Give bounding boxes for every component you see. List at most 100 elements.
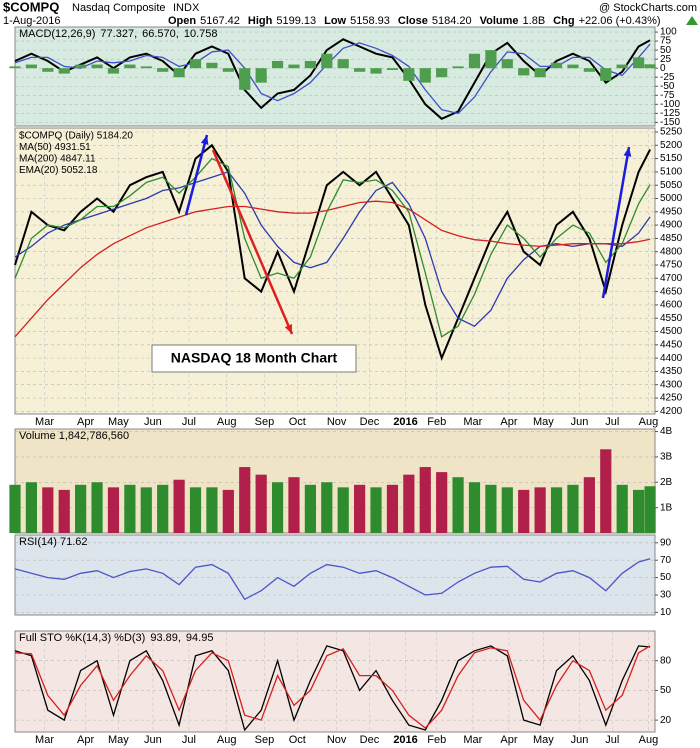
bar bbox=[91, 64, 103, 69]
y-tick-label: 20 bbox=[660, 715, 672, 726]
bar bbox=[337, 487, 349, 533]
x-tick-label: Aug bbox=[639, 416, 659, 428]
x-tick-label: Sep bbox=[255, 416, 275, 428]
legend-entry: 94.95 bbox=[186, 632, 214, 644]
y-tick-label: 4600 bbox=[660, 300, 683, 311]
bar bbox=[222, 68, 234, 72]
bar bbox=[436, 68, 448, 78]
y-tick-label: 4650 bbox=[660, 286, 683, 297]
index-name: Nasdaq Composite bbox=[72, 2, 166, 14]
y-tick-label: 30 bbox=[660, 590, 672, 601]
y-tick-label: 80 bbox=[660, 655, 672, 666]
bar bbox=[403, 68, 415, 81]
x-tick-label: 2016 bbox=[393, 416, 417, 428]
bar bbox=[271, 482, 284, 533]
y-tick-label: 4550 bbox=[660, 313, 683, 324]
bar bbox=[206, 487, 218, 533]
bar bbox=[255, 474, 267, 533]
quote-label: Low bbox=[324, 15, 346, 27]
quote-label: High bbox=[248, 15, 273, 27]
x-tick-label: Jun bbox=[144, 734, 162, 746]
line bbox=[14, 38, 651, 120]
quote-value: +22.06 (+0.43%) bbox=[579, 15, 661, 27]
x-tick-label: Jun bbox=[571, 416, 589, 428]
line bbox=[14, 200, 651, 338]
y-tick-label: 0 bbox=[660, 63, 666, 74]
bar bbox=[321, 53, 333, 69]
y-tick-label: 4900 bbox=[660, 220, 683, 231]
y-tick-label: 4300 bbox=[660, 379, 683, 390]
bar bbox=[173, 479, 185, 533]
bar bbox=[58, 489, 70, 533]
y-tick-label: 10 bbox=[660, 607, 672, 618]
bar bbox=[354, 68, 366, 72]
bar bbox=[304, 60, 316, 69]
line bbox=[14, 558, 651, 601]
y-tick-label: 4200 bbox=[660, 406, 683, 417]
panel-title: MACD(12,26,9) bbox=[19, 28, 95, 40]
bar bbox=[632, 57, 645, 69]
bar bbox=[501, 59, 513, 69]
x-tick-label: Mar bbox=[463, 734, 482, 746]
bar bbox=[644, 64, 656, 69]
legend-entry: 77.327, bbox=[100, 28, 137, 40]
bar bbox=[107, 487, 120, 533]
bar bbox=[518, 489, 530, 533]
y-tick-label: 4700 bbox=[660, 273, 683, 284]
bar bbox=[42, 68, 54, 72]
quote-label: Volume bbox=[480, 15, 519, 27]
x-tick-label: Jun bbox=[571, 734, 589, 746]
y-tick-label: 5050 bbox=[660, 180, 683, 191]
y-tick-label: 5200 bbox=[660, 140, 683, 151]
x-tick-label: Mar bbox=[35, 416, 54, 428]
x-tick-label: Jul bbox=[182, 734, 196, 746]
bar bbox=[386, 68, 399, 70]
x-tick-label: Jun bbox=[144, 416, 162, 428]
y-tick-label: 4350 bbox=[660, 366, 683, 377]
quote-value: 5158.93 bbox=[350, 15, 390, 27]
bar bbox=[600, 449, 612, 533]
y-tick-label: 4250 bbox=[660, 393, 683, 404]
up-icon bbox=[686, 16, 698, 25]
y-tick-label: 4450 bbox=[660, 339, 683, 350]
x-tick-label: Oct bbox=[289, 416, 306, 428]
y-tick-label: 5250 bbox=[660, 127, 683, 138]
bar bbox=[616, 64, 628, 69]
bar bbox=[436, 472, 448, 533]
line bbox=[14, 42, 651, 115]
bar bbox=[518, 68, 530, 76]
x-tick-label: Aug bbox=[217, 416, 237, 428]
brand: @ StockCharts.com bbox=[599, 2, 697, 14]
y-tick-label: 5100 bbox=[660, 167, 683, 178]
legend-entry: $COMPQ (Daily) 5184.20 bbox=[19, 131, 133, 142]
quote-value: 5184.20 bbox=[432, 15, 472, 27]
arrow-line bbox=[184, 134, 209, 216]
x-tick-label: Sep bbox=[255, 734, 275, 746]
bar bbox=[337, 59, 349, 69]
y-tick-label: -100 bbox=[660, 99, 680, 110]
x-tick-label: Aug bbox=[217, 734, 237, 746]
bar bbox=[419, 467, 431, 533]
bar bbox=[304, 484, 316, 533]
bar bbox=[124, 64, 136, 69]
bar bbox=[403, 474, 415, 533]
x-tick-label: May bbox=[108, 734, 129, 746]
legend-entry: 93.89, bbox=[150, 632, 181, 644]
bar bbox=[25, 482, 38, 533]
x-tick-label: Mar bbox=[35, 734, 54, 746]
y-tick-label: 2B bbox=[660, 477, 673, 488]
y-tick-label: -125 bbox=[660, 108, 680, 119]
bar bbox=[632, 489, 645, 533]
x-tick-label: Jul bbox=[605, 416, 619, 428]
bar bbox=[419, 68, 431, 83]
bar bbox=[485, 50, 497, 69]
bar bbox=[239, 68, 251, 90]
panel-title: RSI(14) 71.62 bbox=[19, 536, 87, 548]
bar bbox=[9, 484, 21, 533]
bar bbox=[321, 482, 333, 533]
legend-entry: 10.758 bbox=[184, 28, 218, 40]
panel-title: Full STO %K(14,3) %D(3) bbox=[19, 632, 145, 644]
x-tick-label: Apr bbox=[500, 416, 517, 428]
bar bbox=[140, 487, 152, 533]
x-tick-label: Aug bbox=[639, 734, 659, 746]
